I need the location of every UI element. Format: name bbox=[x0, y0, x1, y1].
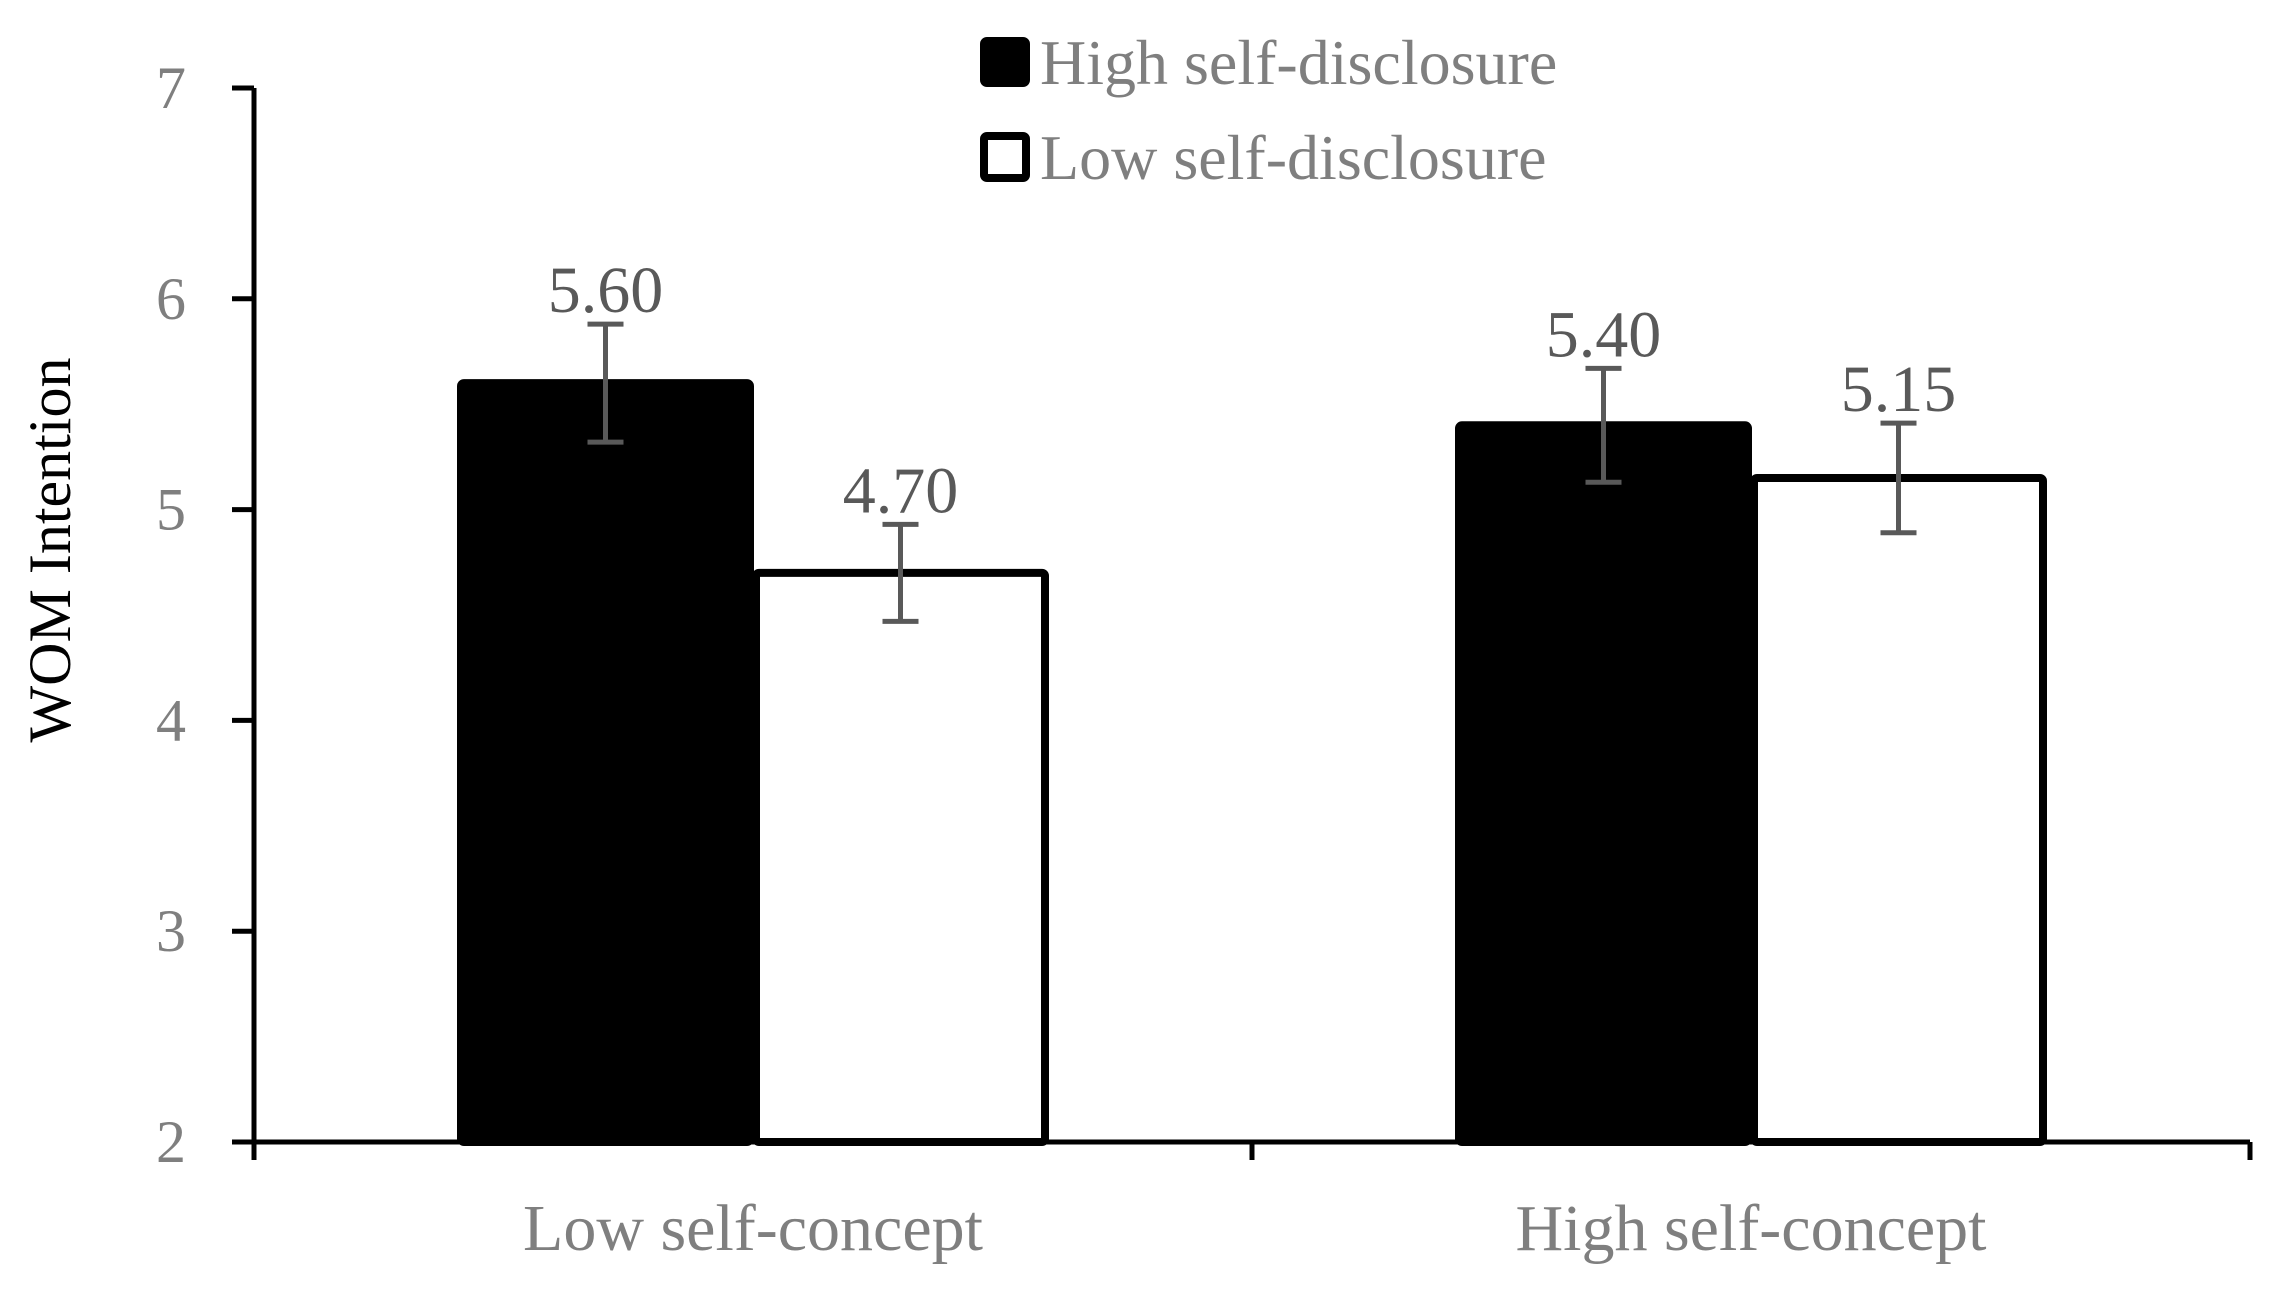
data-label: 5.40 bbox=[1546, 298, 1662, 371]
y-tick-label: 3 bbox=[156, 898, 186, 964]
bar bbox=[752, 568, 1049, 1146]
x-category-label: High self-concept bbox=[1516, 1192, 1987, 1265]
bar bbox=[457, 379, 754, 1146]
data-label: 5.15 bbox=[1841, 353, 1957, 426]
y-tick-label: 4 bbox=[156, 687, 186, 753]
legend-swatch bbox=[980, 37, 1030, 87]
y-axis-title: WOM Intention bbox=[17, 358, 83, 743]
bars-group bbox=[457, 379, 2047, 1147]
y-tick-label: 2 bbox=[156, 1109, 186, 1175]
bar bbox=[1750, 473, 2047, 1147]
legend-label: Low self-disclosure bbox=[1040, 122, 1547, 193]
y-tick-label: 6 bbox=[156, 266, 186, 332]
y-tick-label: 5 bbox=[156, 477, 186, 543]
legend-label: High self-disclosure bbox=[1040, 27, 1557, 98]
legend: High self-disclosure Low self-disclosure bbox=[980, 27, 1557, 193]
error-bars-group bbox=[587, 321, 1917, 624]
bar bbox=[1455, 421, 1752, 1146]
x-category-label: Low self-concept bbox=[523, 1192, 983, 1265]
data-labels-group: 5.60 4.70 5.40 5.15 bbox=[548, 254, 1957, 527]
legend-swatch bbox=[980, 132, 1030, 182]
y-tick-label: 7 bbox=[156, 55, 186, 121]
data-label: 4.70 bbox=[843, 454, 959, 527]
data-label: 5.60 bbox=[548, 254, 664, 327]
axes-group: 2 3 4 5 6 7 Low self-concept High self-concept bbox=[156, 55, 2253, 1265]
